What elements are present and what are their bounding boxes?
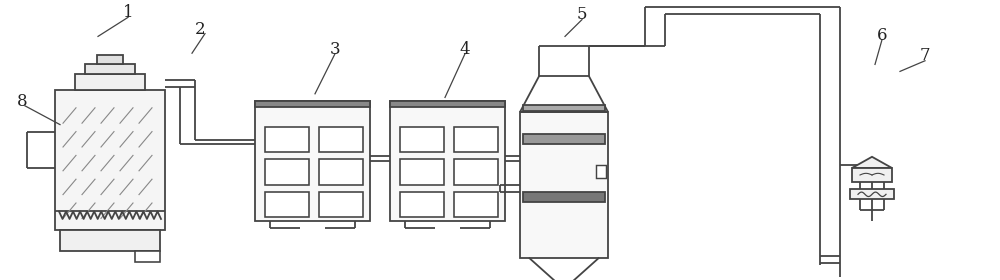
Text: 2: 2 [195, 21, 205, 38]
Bar [97, 55, 123, 64]
Bar [523, 134, 605, 144]
Text: 6: 6 [877, 27, 887, 43]
Bar [319, 159, 363, 185]
Bar [454, 127, 498, 152]
Bar [255, 101, 370, 221]
Bar [135, 251, 160, 262]
Bar [454, 192, 498, 217]
Bar [852, 168, 892, 182]
Bar [319, 192, 363, 217]
Bar [85, 64, 135, 74]
Bar [265, 192, 309, 217]
Bar [400, 159, 444, 185]
Bar [265, 159, 309, 185]
Polygon shape [852, 157, 892, 168]
Text: 3: 3 [330, 41, 340, 57]
Bar [400, 127, 444, 152]
Text: 7: 7 [920, 48, 930, 64]
Bar [55, 90, 165, 230]
Bar [390, 101, 505, 221]
Bar [265, 127, 309, 152]
Bar [400, 192, 444, 217]
Bar [523, 105, 605, 111]
Bar [596, 165, 606, 178]
Bar [255, 101, 370, 107]
Text: 1: 1 [123, 4, 133, 21]
Bar [523, 192, 605, 202]
Bar [319, 127, 363, 152]
Bar [390, 101, 505, 107]
Bar [454, 159, 498, 185]
Text: 8: 8 [17, 93, 27, 110]
Bar [850, 189, 894, 199]
Bar [75, 74, 145, 90]
Bar [60, 230, 160, 251]
Text: 4: 4 [460, 41, 470, 57]
Text: 5: 5 [577, 6, 587, 23]
Bar [520, 112, 608, 258]
